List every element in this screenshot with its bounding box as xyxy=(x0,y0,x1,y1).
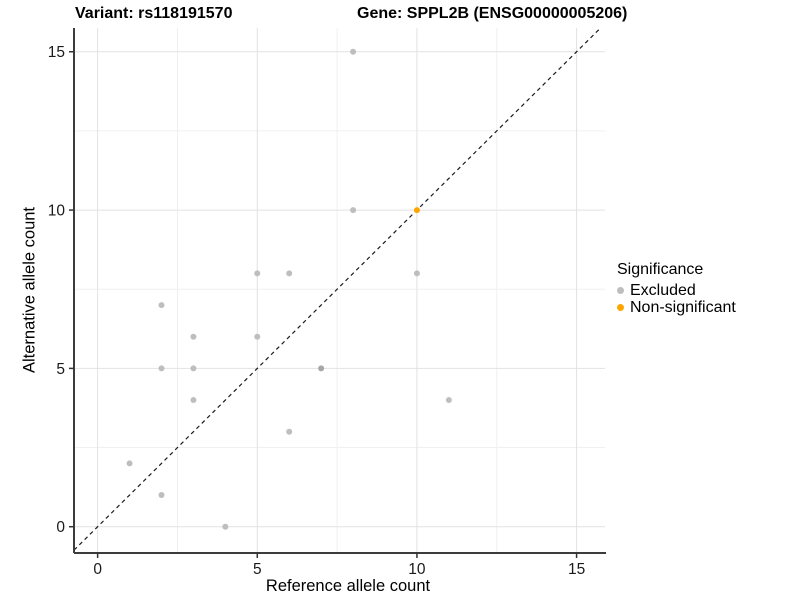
y-tick-label: 0 xyxy=(56,519,65,536)
y-axis-label: Alternative allele count xyxy=(20,206,39,374)
legend: Significance Excluded Non-significant xyxy=(617,261,736,316)
legend-item-label: Non-significant xyxy=(630,298,736,316)
data-point-excluded xyxy=(350,48,357,55)
plot-title-gene: Gene: SPPL2B (ENSG00000005206) xyxy=(357,5,628,22)
data-point-excluded xyxy=(190,333,197,340)
data-point-excluded xyxy=(190,365,197,372)
y-tick-label: 10 xyxy=(48,203,66,220)
x-tick-label: 10 xyxy=(408,561,426,578)
data-point-excluded xyxy=(254,333,261,340)
data-point-non-significant xyxy=(413,207,420,214)
non-significant-dot-icon xyxy=(617,304,624,311)
data-point-excluded xyxy=(286,428,293,435)
data-point-excluded xyxy=(158,365,165,372)
data-point-excluded xyxy=(254,270,261,277)
data-point-excluded xyxy=(158,492,165,499)
data-point-excluded xyxy=(190,397,197,404)
y-tick-label: 15 xyxy=(48,44,65,61)
legend-item-label: Excluded xyxy=(630,281,696,299)
data-point-excluded xyxy=(445,397,452,404)
data-point-excluded xyxy=(413,270,420,277)
plot-title-variant: Variant: rs118191570 xyxy=(75,5,233,22)
x-tick-label: 5 xyxy=(253,561,262,578)
y-tick-label: 5 xyxy=(56,361,65,378)
data-point-excluded xyxy=(158,302,165,309)
data-point-excluded xyxy=(222,523,229,530)
legend-item-non-significant: Non-significant xyxy=(617,299,736,316)
data-point-excluded xyxy=(286,270,293,277)
x-tick-label: 15 xyxy=(568,561,585,578)
excluded-dot-icon xyxy=(617,287,624,294)
data-point-excluded xyxy=(350,207,357,214)
x-tick-label: 0 xyxy=(93,561,102,578)
data-point-excluded xyxy=(126,460,133,467)
legend-item-excluded: Excluded xyxy=(617,282,736,299)
data-point-excluded xyxy=(318,365,325,372)
x-axis-label: Reference allele count xyxy=(265,577,431,595)
identity-line xyxy=(73,27,601,551)
legend-title: Significance xyxy=(617,261,704,278)
